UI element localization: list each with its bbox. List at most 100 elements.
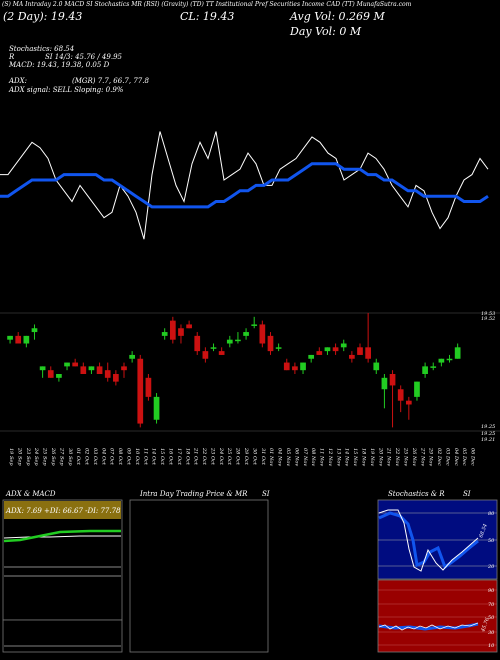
moving-average-line bbox=[0, 162, 489, 209]
candle-body bbox=[373, 362, 380, 371]
date-tick-label: 25 Sep bbox=[42, 447, 48, 466]
date-tick-label: 21 Nov bbox=[386, 447, 392, 466]
date-tick-label: 13 Nov bbox=[335, 448, 341, 466]
candle-body bbox=[324, 347, 331, 352]
date-tick-label: 02 Oct bbox=[84, 448, 90, 466]
macd-panel-frame bbox=[2, 619, 123, 653]
price-label-bot3: 19.21 bbox=[481, 437, 496, 443]
candle-body bbox=[96, 366, 103, 374]
candle-body bbox=[226, 339, 233, 344]
candle-body bbox=[430, 366, 437, 368]
date-tick-label: 22 Nov bbox=[394, 447, 400, 466]
candle-body bbox=[145, 377, 152, 397]
date-tick-label: 05 Nov bbox=[285, 448, 291, 466]
date-tick-label: 23 Sep bbox=[25, 447, 31, 466]
date-tick-label: 23 Oct bbox=[209, 447, 215, 466]
candle-body bbox=[202, 351, 209, 359]
date-tick-label: 03 Oct bbox=[92, 448, 98, 466]
date-tick-label: 04 Oct bbox=[100, 448, 106, 466]
date-tick-label: 10 Oct bbox=[134, 448, 140, 466]
candle-body bbox=[332, 347, 339, 352]
candle-body bbox=[23, 335, 30, 344]
date-tick-label: 15 Oct bbox=[159, 448, 165, 466]
rsi-tick-label: 10 bbox=[488, 643, 495, 649]
rsi-tick-label: 30 bbox=[488, 630, 495, 636]
candle-body bbox=[31, 328, 38, 333]
date-tick-label: 29 Oct bbox=[243, 447, 249, 466]
adx-line bbox=[3, 535, 121, 539]
candle-body bbox=[194, 335, 201, 352]
candle-body bbox=[153, 396, 160, 420]
date-tick-label: 29 Nov bbox=[428, 447, 434, 466]
stoch-tick-label: 80 bbox=[488, 511, 495, 517]
date-tick-label: 01 Nov bbox=[268, 448, 274, 466]
date-tick-label: 07 Nov bbox=[302, 448, 308, 466]
date-tick-label: 12 Nov bbox=[327, 448, 333, 466]
stoch-k-line bbox=[378, 509, 479, 572]
candle-body bbox=[446, 358, 453, 361]
candle-body bbox=[121, 366, 127, 371]
date-tick-label: 24 Oct bbox=[218, 447, 224, 466]
date-tick-label: 26 Sep bbox=[50, 447, 56, 466]
rsi-value-label: 45.76 bbox=[480, 616, 491, 633]
date-tick-label: 08 Oct bbox=[117, 448, 123, 466]
date-tick-label: 01 Oct bbox=[75, 448, 81, 466]
candle-body bbox=[259, 324, 266, 344]
stoch-value-label: 68.54 bbox=[478, 523, 489, 539]
rsi-panel bbox=[377, 579, 498, 653]
rsi-line bbox=[378, 622, 479, 631]
date-tick-label: 28 Oct bbox=[235, 447, 241, 466]
candle-body bbox=[104, 370, 111, 378]
candle-body bbox=[292, 366, 298, 371]
candle-body bbox=[161, 332, 168, 336]
date-tick-label: 27 Sep bbox=[58, 447, 64, 466]
date-tick-label: 26 Nov bbox=[411, 447, 417, 466]
date-tick-label: 21 Oct bbox=[193, 447, 199, 466]
rsi-tick-label: 90 bbox=[488, 588, 495, 594]
date-tick-label: 30 Oct bbox=[251, 448, 257, 466]
date-tick-label: 20 Nov bbox=[377, 447, 383, 466]
adx-panel-frame bbox=[2, 499, 123, 621]
header-line1: (S) MA Intraday 2.0 MACD SI Stochastics … bbox=[2, 1, 412, 8]
candle-body bbox=[405, 400, 412, 405]
date-tick-label: 16 Oct bbox=[167, 448, 173, 466]
candle-body bbox=[129, 354, 135, 359]
candle-body bbox=[243, 332, 249, 336]
candle-body bbox=[7, 335, 13, 340]
candle-body bbox=[186, 324, 192, 329]
candle-body bbox=[308, 354, 315, 359]
intraday-panel-frame bbox=[129, 499, 269, 653]
date-tick-label: 25 Nov bbox=[402, 447, 408, 466]
date-tick-label: 22 Oct bbox=[201, 447, 207, 466]
candle-body bbox=[72, 362, 79, 367]
candle-body bbox=[438, 358, 445, 363]
adx-values-text: ADX: 7.69 +DI: 66.67 -DI: 77.78 bbox=[5, 507, 121, 515]
candle-body bbox=[64, 362, 70, 367]
candle-body bbox=[178, 328, 184, 336]
candle-body bbox=[218, 351, 225, 355]
stoch-panel-title: Stochastics & R bbox=[388, 490, 445, 498]
date-tick-label: 06 Nov bbox=[293, 448, 299, 466]
candle-body bbox=[267, 335, 274, 352]
candle-body bbox=[300, 362, 306, 371]
candle-body bbox=[169, 320, 176, 340]
candle-body bbox=[56, 374, 62, 378]
candle-body bbox=[381, 377, 388, 390]
date-tick-label: 17 Oct bbox=[176, 448, 182, 466]
stochastics-panel bbox=[377, 499, 498, 580]
date-tick-label: 19 Sep bbox=[8, 448, 14, 466]
date-tick-label: 24 Sep bbox=[33, 447, 39, 466]
date-tick-label: 15 Nov bbox=[352, 448, 358, 466]
date-tick-label: 19 Nov bbox=[369, 448, 375, 466]
stoch-tick-label: 20 bbox=[487, 564, 495, 570]
date-tick-label: 11 Nov bbox=[319, 448, 325, 466]
candle-body bbox=[389, 374, 396, 386]
rsi-tick-label: 70 bbox=[488, 602, 495, 608]
rsi-smoothed-line bbox=[378, 622, 479, 631]
date-tick-label: 27 Nov bbox=[419, 447, 425, 466]
close-price: CL: 19.43 bbox=[180, 10, 235, 23]
candle-body bbox=[235, 339, 241, 342]
macd-readout: MACD: 19.43, 19.38, 0.05 D bbox=[9, 61, 110, 69]
date-tick-label: 18 Nov bbox=[361, 448, 367, 466]
